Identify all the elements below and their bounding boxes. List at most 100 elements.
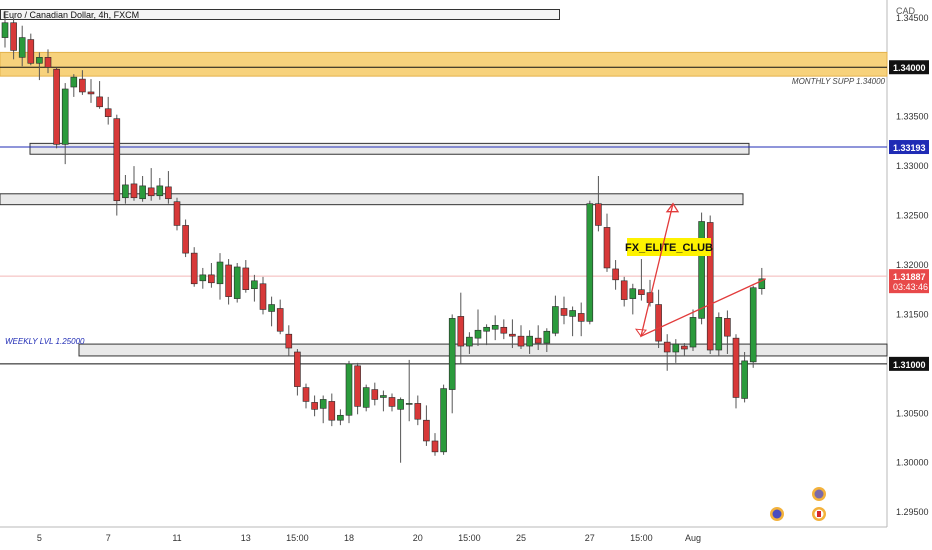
candle-body — [208, 274, 215, 284]
x-tick-label: 5 — [37, 533, 42, 543]
candle-body — [638, 289, 645, 295]
candle-body — [405, 403, 413, 405]
y-tick-label: 1.29500 — [896, 507, 929, 517]
candle-body — [663, 341, 671, 353]
candle-body — [354, 365, 361, 407]
candle-body — [595, 203, 602, 226]
candle-body — [483, 326, 490, 332]
candle-body — [10, 22, 17, 51]
fx-elite-club-badge — [627, 238, 711, 256]
weekly-lvl-label: WEEKLY LVL 1.25000 — [5, 337, 85, 346]
y-tick-label: 1.32500 — [896, 211, 929, 221]
candle-body — [302, 387, 310, 402]
candle-body — [165, 186, 172, 200]
candle-body — [629, 288, 637, 299]
candle-body — [87, 91, 95, 95]
projection-arrowhead — [665, 202, 680, 213]
candle-body — [724, 318, 731, 337]
event-dot — [814, 489, 824, 499]
price-badge-134000-text: 1.34000 — [893, 63, 926, 73]
zone-0 — [0, 51, 888, 77]
candle-body — [620, 280, 628, 300]
currency-label: CAD — [896, 6, 916, 16]
y-tick-label: 1.32000 — [896, 260, 929, 270]
candle-body — [190, 252, 198, 285]
candle-body — [749, 287, 757, 363]
candle-body — [715, 317, 723, 351]
candle-body — [698, 221, 705, 319]
candle-body — [173, 201, 181, 226]
candle-body — [328, 401, 336, 421]
candle-body — [44, 57, 52, 68]
candle-body — [362, 387, 370, 408]
candle-body — [681, 345, 688, 350]
candle-body — [182, 225, 189, 254]
x-tick-label: 7 — [106, 533, 111, 543]
candle-body — [431, 440, 439, 453]
candle-body — [560, 308, 568, 316]
candle-body — [130, 183, 138, 199]
zone-3 — [78, 343, 888, 357]
candle-body — [672, 343, 680, 353]
candle-body — [113, 118, 121, 202]
candle-body — [758, 278, 766, 290]
candle-body — [448, 318, 456, 390]
candle-body — [337, 414, 344, 421]
candle-body — [423, 419, 430, 442]
candle-body — [104, 108, 112, 117]
price-badge-131000-bg — [889, 356, 929, 371]
x-tick-label: 15:00 — [458, 533, 481, 543]
y-tick-label: 1.34500 — [896, 13, 929, 23]
y-tick-label: 1.31500 — [896, 309, 929, 319]
candle-body — [741, 360, 748, 399]
last-price-value: 1.31887 — [893, 272, 926, 282]
y-tick-label: 1.33000 — [896, 161, 929, 171]
maple-leaf-icon — [817, 511, 821, 517]
candle-body — [474, 329, 482, 339]
candle-body — [517, 335, 525, 347]
candle-body — [259, 283, 267, 310]
candle-body — [285, 333, 293, 349]
candle-body — [491, 324, 499, 330]
candle-body — [1, 22, 9, 38]
zone-2 — [0, 193, 744, 206]
candle-body — [70, 76, 78, 88]
candle-body — [569, 310, 576, 317]
candle-body — [18, 37, 26, 58]
candle-body — [53, 68, 60, 145]
event-marker-2 — [812, 487, 826, 501]
candle-body — [79, 78, 86, 93]
x-tick-label: 18 — [344, 533, 354, 543]
candle-body — [139, 185, 146, 200]
event-dot — [772, 509, 782, 519]
candle-body — [388, 397, 396, 407]
candle-body — [371, 389, 379, 400]
candle-body — [543, 330, 551, 344]
candle-body — [552, 306, 559, 334]
candle-body — [27, 39, 35, 64]
candle-body — [500, 326, 508, 334]
candle-body — [414, 403, 422, 420]
candle-body — [122, 184, 129, 199]
price-badge-133193-bg — [889, 140, 929, 155]
price-badge-131000-text: 1.31000 — [893, 360, 926, 370]
event-marker-1 — [770, 507, 784, 521]
last-price-badge-bg — [889, 269, 929, 294]
candle-body — [268, 304, 275, 312]
candle-body — [96, 96, 103, 108]
candle-body — [251, 280, 258, 290]
y-tick-label: 1.33500 — [896, 112, 929, 122]
candle-body — [216, 261, 224, 285]
candle-body — [689, 317, 697, 348]
candle-body — [466, 336, 473, 347]
last-price-countdown: 03:43:46 — [893, 282, 928, 292]
price-badge-133193-text: 1.33193 — [893, 143, 926, 153]
candle-body — [380, 395, 387, 398]
y-tick-label: 1.30000 — [896, 458, 929, 468]
price-badge-134000-bg — [889, 60, 929, 75]
candle-body — [732, 337, 740, 398]
monthly-supp-label: MONTHLY SUPP 1.34000 — [792, 77, 886, 86]
x-tick-label: 20 — [413, 533, 423, 543]
x-tick-label: 15:00 — [286, 533, 309, 543]
